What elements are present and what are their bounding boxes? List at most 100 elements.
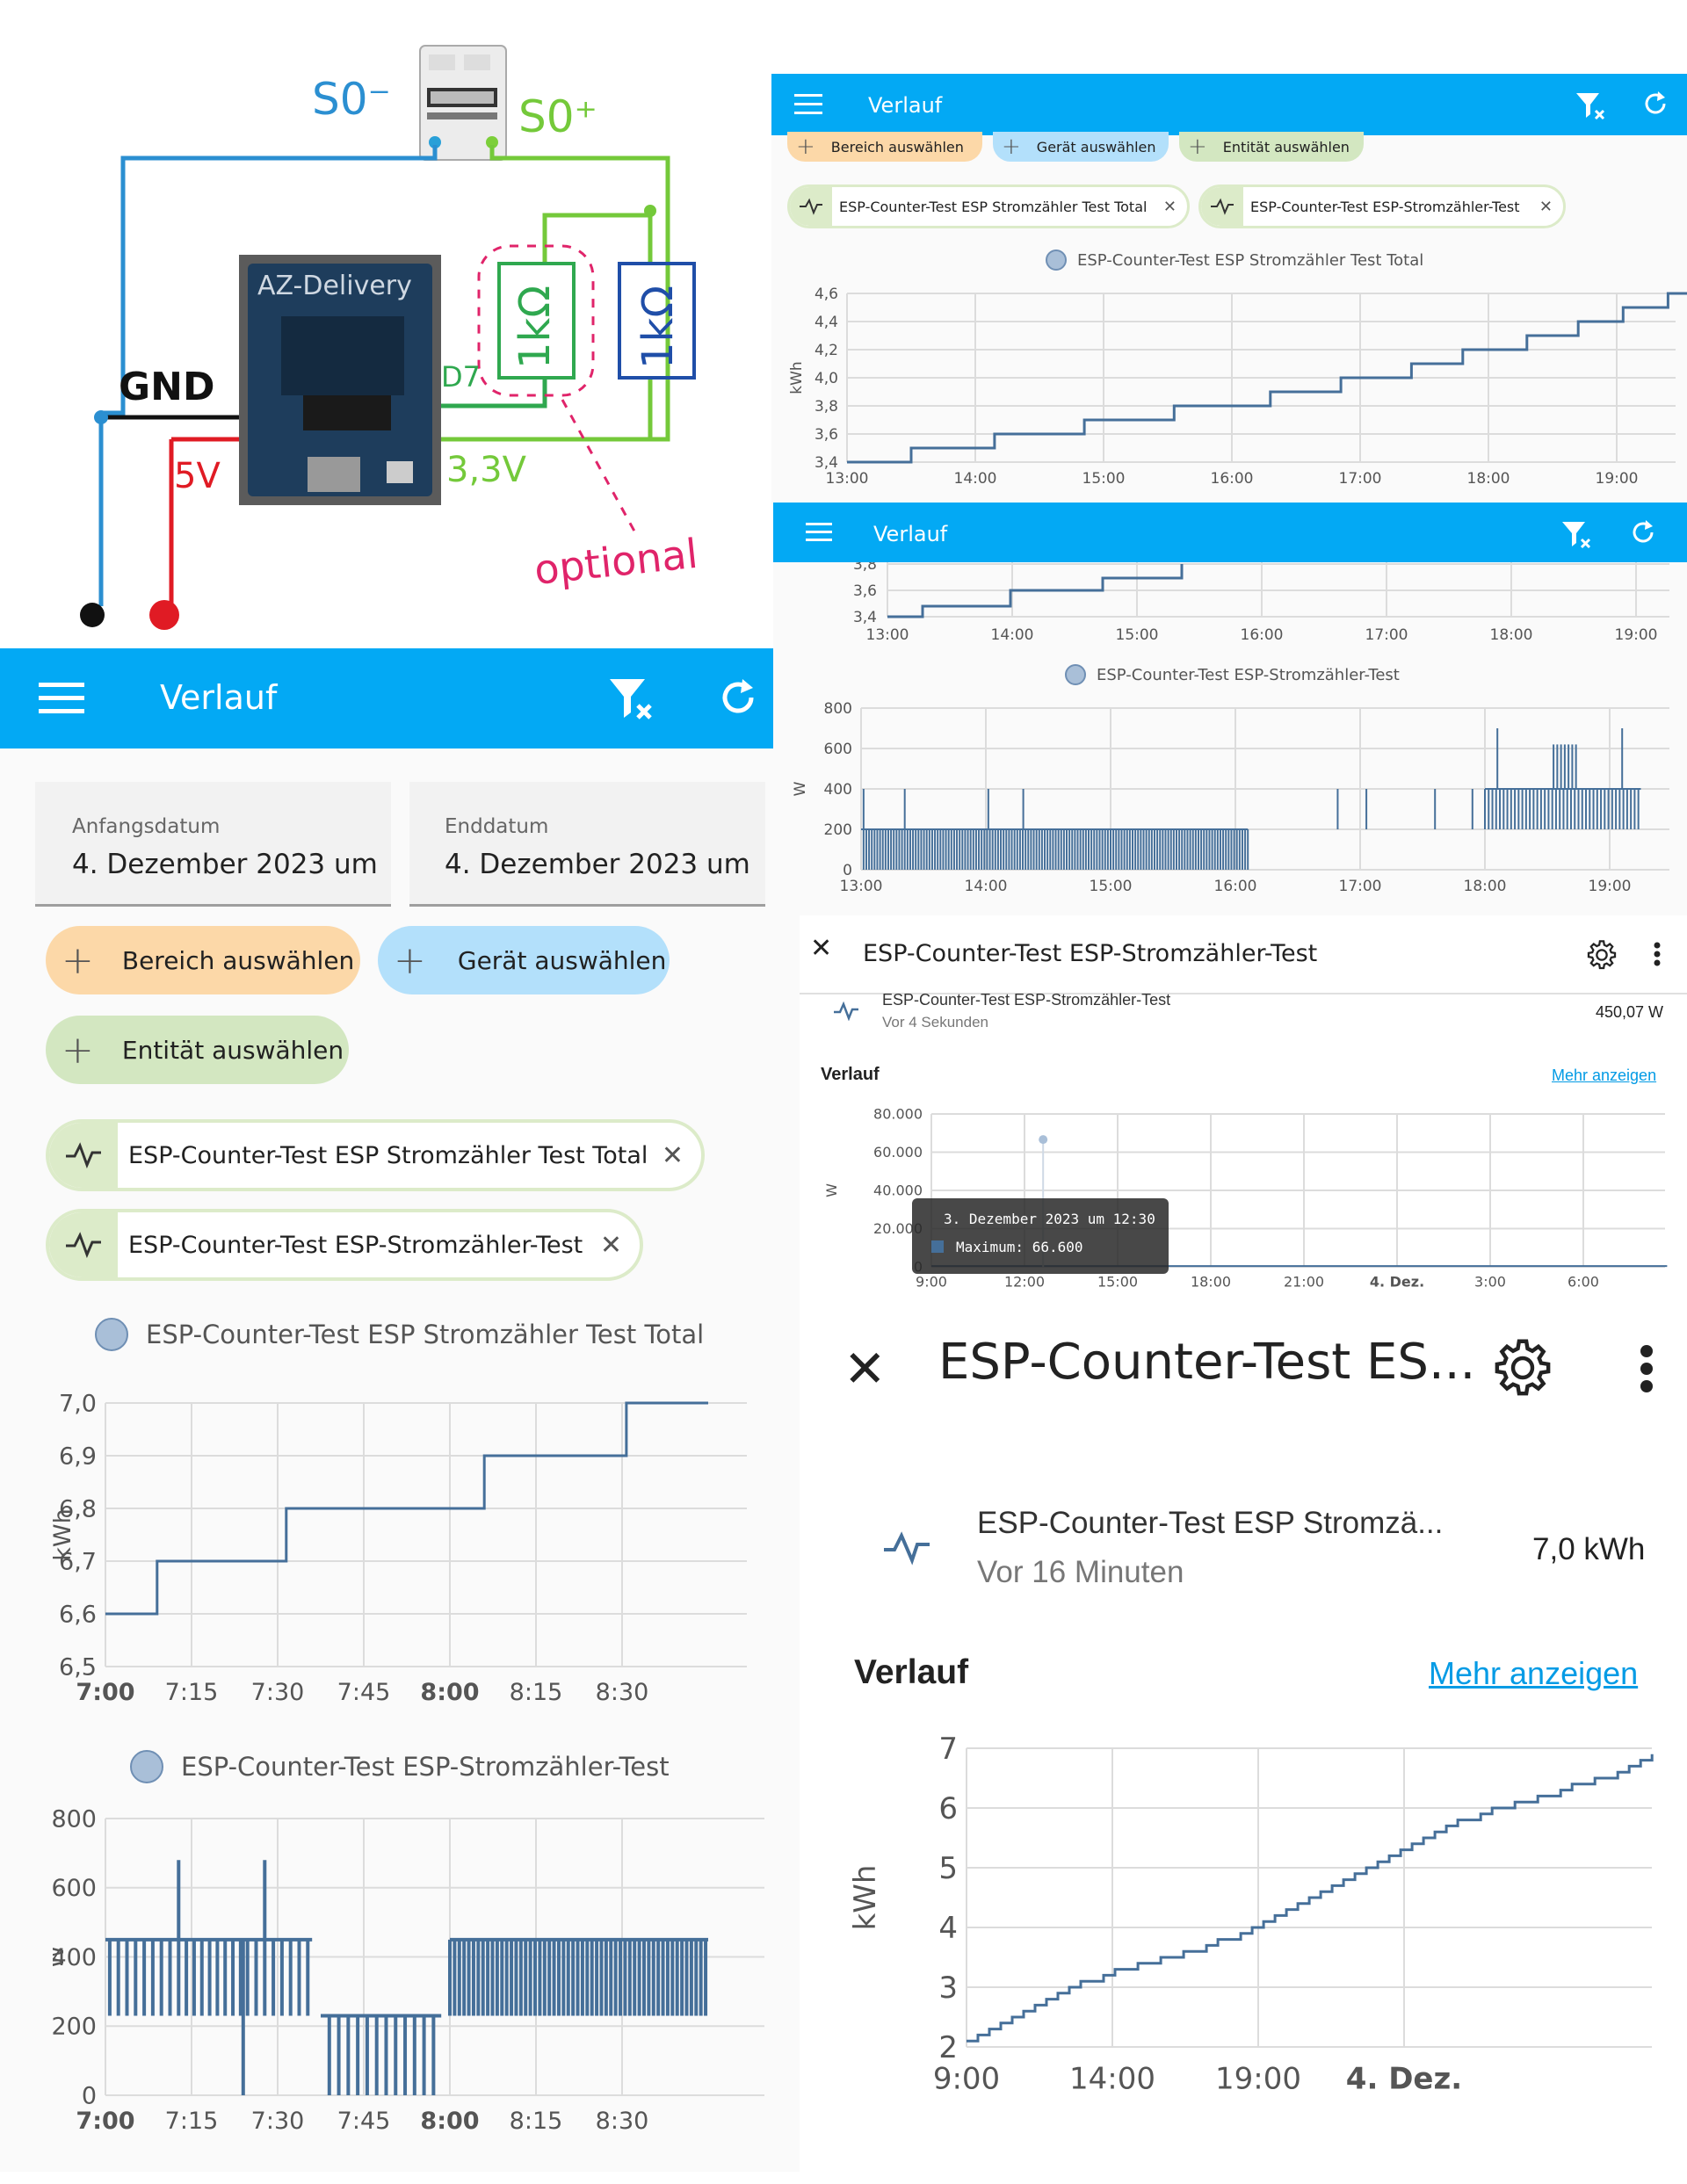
s0-plus-label: S0⁺ bbox=[518, 91, 597, 142]
entity-chip-total[interactable]: ESP-Counter-Test ESP Stromzähler Test To… bbox=[787, 184, 1190, 228]
app-bar-title: Verlauf bbox=[868, 93, 943, 118]
menu-icon[interactable] bbox=[793, 91, 824, 118]
x-tick-label: 13:00 bbox=[840, 878, 883, 895]
x-tick-label: 18:00 bbox=[1467, 470, 1510, 488]
tooltip: 3. Dezember 2023 um 12:30 Maximum: 66.60… bbox=[912, 1198, 1169, 1274]
geraet-auswaehlen-chip[interactable]: + Gerät auswählen bbox=[378, 926, 670, 994]
middle-right-power-chart: 800 600 400 200 013:00 14:00 15:00 16:00 17:00 18… bbox=[792, 700, 1669, 895]
x-tick-label: 8:15 bbox=[510, 2108, 563, 2135]
y-tick-label: 7 bbox=[938, 1732, 958, 1767]
x-tick-label: 15:00 bbox=[1116, 626, 1159, 644]
x-tick-label: 15:00 bbox=[1097, 1273, 1138, 1290]
y-tick-label: 20.000 bbox=[873, 1220, 923, 1237]
x-tick-label: 13:00 bbox=[826, 470, 869, 488]
bereich-auswaehlen-chip[interactable]: + Bereich auswählen bbox=[787, 132, 982, 162]
more-vert-icon[interactable] bbox=[1640, 1344, 1654, 1398]
more-vert-icon[interactable] bbox=[1654, 942, 1661, 971]
legend-dot bbox=[95, 1318, 128, 1351]
start-date-field[interactable]: Anfangsdatum 4. Dezember 2023 um bbox=[35, 782, 391, 907]
x-tick-label: 7:30 bbox=[251, 1679, 305, 1706]
entity-chip-total-label: ESP-Counter-Test ESP Stromzähler Test To… bbox=[128, 1141, 648, 1169]
x-tick-label: 19:00 bbox=[1596, 470, 1639, 488]
app-bar-middle-right: Verlauf bbox=[773, 503, 1687, 562]
refresh-icon[interactable] bbox=[713, 673, 763, 722]
x-tick-label: 18:00 bbox=[1490, 626, 1533, 644]
legend-total: ESP-Counter-Test ESP Stromzähler Test To… bbox=[1046, 249, 1423, 271]
x-tick-label: 7:00 bbox=[76, 1679, 134, 1706]
y-tick-label: 5 bbox=[938, 1851, 958, 1886]
y-tick-label: 200 bbox=[53, 2014, 97, 2041]
y-axis-label: kWh bbox=[788, 361, 806, 394]
menu-icon[interactable] bbox=[35, 676, 88, 720]
x-tick-label: 6:00 bbox=[1568, 1273, 1599, 1290]
x-tick-label: 17:00 bbox=[1365, 626, 1408, 644]
history-heading: Verlauf bbox=[854, 1653, 969, 1691]
filter-remove-icon[interactable] bbox=[1560, 518, 1592, 550]
divider bbox=[800, 993, 1687, 994]
entity-name: ESP-Counter-Test ESP-Stromzähler-Test bbox=[882, 991, 1171, 1009]
x-tick-label: 15:00 bbox=[1082, 470, 1126, 488]
end-date-value: 4. Dezember 2023 um bbox=[445, 849, 750, 880]
plus-icon: + bbox=[62, 937, 94, 983]
geraet-label: Gerät auswählen bbox=[1036, 138, 1156, 155]
y-tick-label: 400 bbox=[824, 781, 852, 799]
x-tick-label: 14:00 bbox=[965, 878, 1008, 895]
y-tick-label: 0 bbox=[82, 2082, 97, 2109]
y-tick-label: 4,4 bbox=[815, 314, 838, 331]
dialog-small-title: ESP-Counter-Test ESP-Stromzähler-Test bbox=[863, 940, 1318, 967]
geraet-auswaehlen-chip[interactable]: + Gerät auswählen bbox=[993, 132, 1169, 162]
y-axis-label: kWh bbox=[53, 1508, 76, 1560]
legend-power: ESP-Counter-Test ESP-Stromzähler-Test bbox=[130, 1750, 670, 1783]
entity-chip-total[interactable]: ESP-Counter-Test ESP Stromzähler Test To… bbox=[46, 1119, 705, 1191]
close-icon[interactable]: ✕ bbox=[661, 1139, 684, 1171]
x-tick-label: 4. Dez. bbox=[1346, 2062, 1462, 2097]
close-icon[interactable]: ✕ bbox=[599, 1229, 622, 1261]
close-icon[interactable]: ✕ bbox=[1539, 197, 1553, 216]
close-icon[interactable]: ✕ bbox=[1162, 197, 1177, 216]
entitaet-auswaehlen-chip[interactable]: + Entität auswählen bbox=[46, 1016, 349, 1084]
y-tick-label: 60.000 bbox=[873, 1144, 923, 1161]
close-icon[interactable]: ✕ bbox=[810, 934, 833, 963]
tooltip-title: 3. Dezember 2023 um 12:30 bbox=[944, 1211, 1155, 1227]
end-date-field[interactable]: Enddatum 4. Dezember 2023 um bbox=[409, 782, 765, 907]
entitaet-label: Entität auswählen bbox=[1222, 138, 1350, 155]
close-icon[interactable]: ✕ bbox=[844, 1341, 887, 1398]
y-tick-label: 600 bbox=[53, 1875, 97, 1902]
x-tick-label: 19:00 bbox=[1615, 626, 1658, 644]
gear-icon[interactable] bbox=[1494, 1339, 1552, 1401]
y-tick-label: 4,2 bbox=[815, 342, 838, 359]
wiring-sketch: S0⁻ S0⁺ GND 5V 3,3V D7 AZ-Delivery 1kΩ 1… bbox=[0, 0, 773, 650]
y-tick-label: 2 bbox=[938, 2030, 958, 2065]
y-tick-label: 3 bbox=[938, 1971, 958, 2006]
refresh-icon[interactable] bbox=[1629, 518, 1657, 546]
3v3-label: 3,3V bbox=[446, 450, 527, 490]
entity-chip-power[interactable]: ESP-Counter-Test ESP-Stromzähler-Test ✕ bbox=[1198, 184, 1566, 228]
more-link[interactable]: Mehr anzeigen bbox=[1429, 1655, 1639, 1691]
gear-icon[interactable] bbox=[1587, 940, 1617, 974]
pulse-icon bbox=[1201, 187, 1243, 226]
menu-icon[interactable] bbox=[805, 520, 833, 545]
filter-remove-icon[interactable] bbox=[605, 673, 657, 724]
entitaet-auswaehlen-chip[interactable]: + Entität auswählen bbox=[1179, 132, 1364, 162]
x-tick-label: 8:15 bbox=[510, 1679, 563, 1706]
y-tick-label: 3,4 bbox=[815, 454, 838, 472]
entitaet-label: Entität auswählen bbox=[121, 1035, 344, 1065]
more-link[interactable]: Mehr anzeigen bbox=[1552, 1067, 1657, 1084]
y-tick-label: 4,0 bbox=[815, 370, 838, 387]
legend-power-label: ESP-Counter-Test ESP-Stromzähler-Test bbox=[181, 1752, 670, 1782]
bereich-auswaehlen-chip[interactable]: + Bereich auswählen bbox=[46, 926, 360, 994]
series-line bbox=[847, 292, 1687, 464]
filter-remove-icon[interactable] bbox=[1575, 90, 1606, 121]
y-axis-label: W bbox=[792, 781, 809, 796]
x-tick-label: 7:45 bbox=[337, 2108, 391, 2135]
x-tick-label: 16:00 bbox=[1214, 878, 1257, 895]
refresh-icon[interactable] bbox=[1641, 90, 1669, 118]
y-tick-label: 80.000 bbox=[873, 1106, 923, 1123]
legend-dot bbox=[130, 1750, 163, 1783]
5v-label: 5V bbox=[174, 456, 221, 496]
legend-total-label: ESP-Counter-Test ESP Stromzähler Test To… bbox=[146, 1320, 705, 1349]
entity-chip-power[interactable]: ESP-Counter-Test ESP-Stromzähler-Test ✕ bbox=[46, 1209, 643, 1281]
y-axis-label: W bbox=[53, 1945, 69, 1969]
gnd-label: GND bbox=[119, 365, 214, 409]
y-tick-label: 6,8 bbox=[59, 1495, 97, 1522]
